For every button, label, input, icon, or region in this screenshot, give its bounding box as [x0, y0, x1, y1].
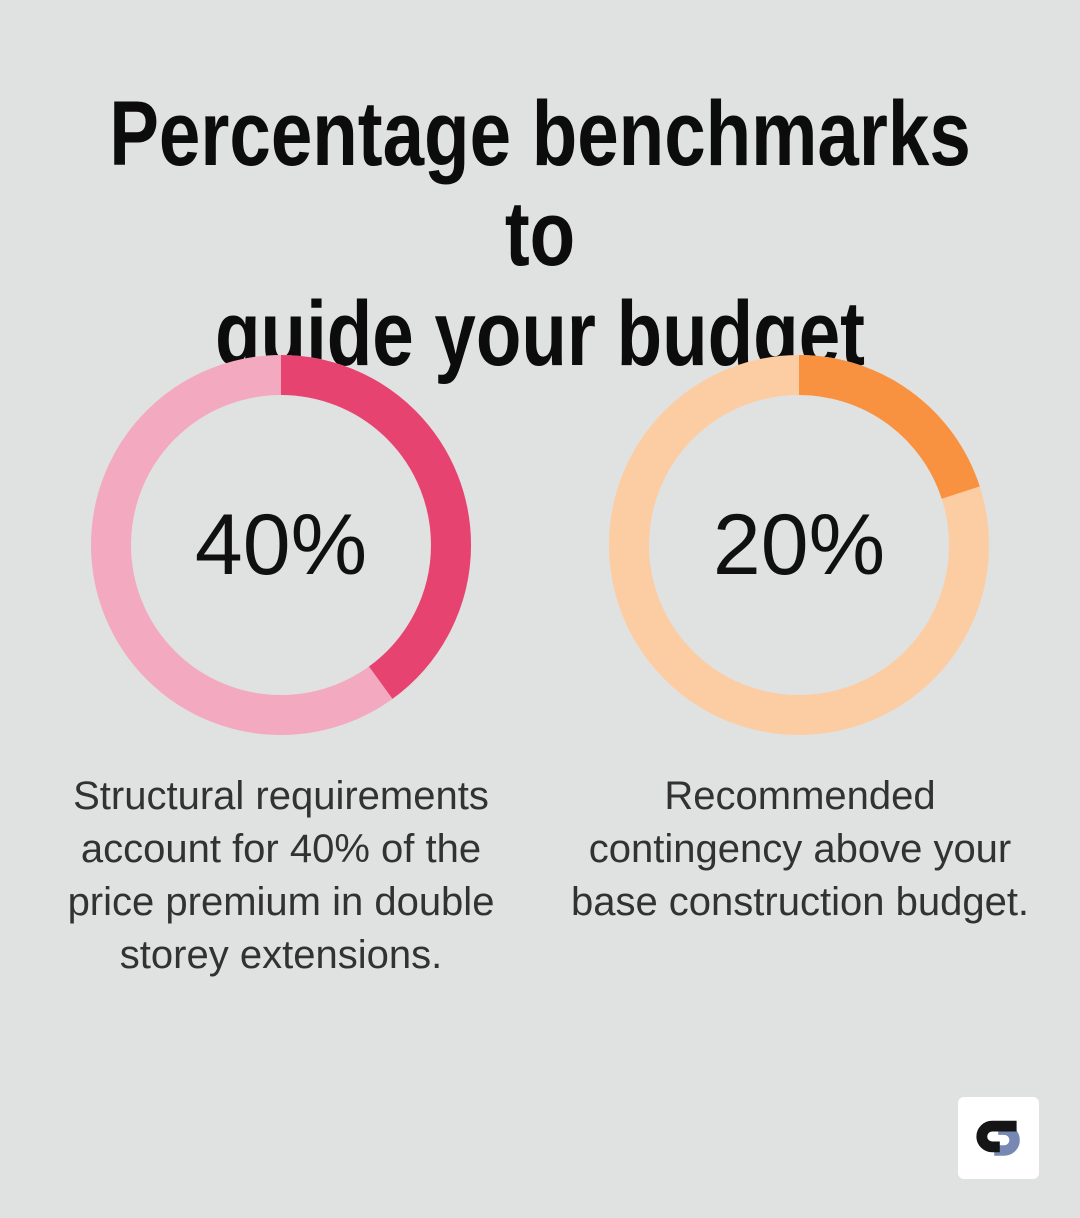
donut-center-value: 20%	[712, 496, 886, 593]
chart-caption-contingency: Recommended contingency above your base …	[570, 774, 1030, 924]
chart-caption-structural-premium: Structural requirements account for 40% …	[67, 774, 495, 977]
donut-chart-contingency: 20%	[609, 355, 989, 735]
brand-logo	[958, 1097, 1039, 1179]
donut-center-value: 40%	[194, 496, 368, 593]
donut-chart-svg	[609, 355, 989, 735]
donut-value-arc	[91, 355, 471, 735]
logo-s-upper-hook	[975, 1120, 1017, 1152]
page-title: Percentage benchmarks to guide your budg…	[109, 83, 971, 385]
donut-value-arc	[609, 355, 989, 735]
donut-chart-svg	[91, 355, 471, 735]
logo-s-glyph-icon	[975, 1120, 1020, 1156]
donut-chart-structural-premium: 40%	[91, 355, 471, 735]
